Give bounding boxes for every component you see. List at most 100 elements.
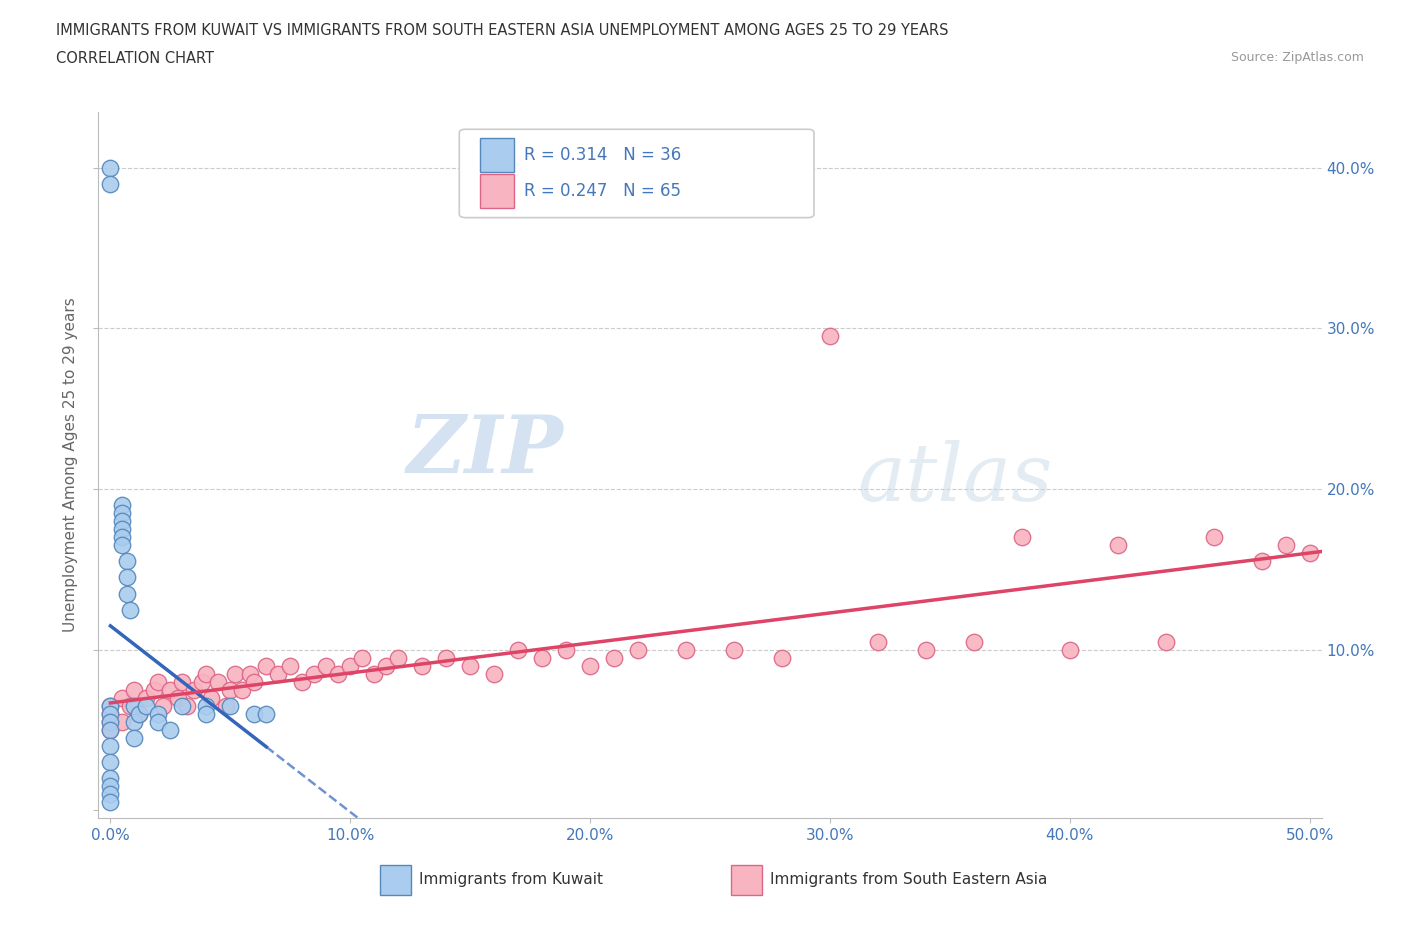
Point <box>100 795 122 810</box>
Point <box>111 714 134 729</box>
Point <box>219 683 242 698</box>
Point <box>411 658 433 673</box>
Point <box>111 498 134 512</box>
Point <box>866 634 889 649</box>
Point <box>124 698 146 713</box>
Point <box>166 690 188 705</box>
Point <box>508 643 530 658</box>
Point <box>531 650 554 665</box>
Point <box>363 667 385 682</box>
Point <box>963 634 986 649</box>
Point <box>100 723 122 737</box>
Point <box>219 698 242 713</box>
Point <box>148 707 170 722</box>
Point <box>100 707 122 722</box>
Point <box>254 658 277 673</box>
Point <box>111 530 134 545</box>
Point <box>243 674 266 689</box>
Text: CORRELATION CHART: CORRELATION CHART <box>56 51 214 66</box>
Point <box>100 738 122 753</box>
Point <box>195 698 218 713</box>
Point <box>195 707 218 722</box>
FancyBboxPatch shape <box>460 129 814 218</box>
Point <box>627 643 650 658</box>
Point <box>375 658 398 673</box>
Point <box>675 643 697 658</box>
Point <box>723 643 745 658</box>
Point <box>100 177 122 192</box>
Point <box>183 683 205 698</box>
Point <box>254 707 277 722</box>
Y-axis label: Unemployment Among Ages 25 to 29 years: Unemployment Among Ages 25 to 29 years <box>63 298 77 632</box>
Point <box>111 522 134 537</box>
Point <box>111 690 134 705</box>
Point <box>172 674 194 689</box>
Point <box>190 674 212 689</box>
Point <box>291 674 314 689</box>
Point <box>172 698 194 713</box>
Point <box>434 650 457 665</box>
Point <box>579 658 602 673</box>
Point <box>1059 643 1081 658</box>
Point <box>135 698 157 713</box>
Point <box>1298 546 1320 561</box>
Text: IMMIGRANTS FROM KUWAIT VS IMMIGRANTS FROM SOUTH EASTERN ASIA UNEMPLOYMENT AMONG : IMMIGRANTS FROM KUWAIT VS IMMIGRANTS FRO… <box>56 23 949 38</box>
Point <box>1250 554 1272 569</box>
Point <box>238 667 260 682</box>
Point <box>148 714 170 729</box>
FancyBboxPatch shape <box>479 139 515 172</box>
Point <box>118 602 141 617</box>
Point <box>603 650 626 665</box>
Point <box>135 690 157 705</box>
Point <box>200 690 222 705</box>
Point <box>100 698 122 713</box>
Point <box>458 658 481 673</box>
Text: atlas: atlas <box>856 441 1052 518</box>
Point <box>818 329 841 344</box>
Point <box>352 650 374 665</box>
Text: Source: ZipAtlas.com: Source: ZipAtlas.com <box>1230 51 1364 64</box>
Point <box>111 506 134 521</box>
Point <box>387 650 409 665</box>
FancyBboxPatch shape <box>479 174 515 207</box>
Point <box>142 683 165 698</box>
Point <box>1202 530 1225 545</box>
Point <box>100 723 122 737</box>
Point <box>243 707 266 722</box>
Point <box>278 658 301 673</box>
Point <box>207 674 229 689</box>
Point <box>1011 530 1033 545</box>
Point <box>159 723 181 737</box>
Point <box>267 667 290 682</box>
Point <box>124 683 146 698</box>
Point <box>111 513 134 528</box>
Text: ZIP: ZIP <box>406 412 564 489</box>
Point <box>148 674 170 689</box>
Point <box>159 683 181 698</box>
Point <box>128 707 150 722</box>
Point <box>100 771 122 786</box>
Point <box>128 707 150 722</box>
Point <box>328 667 350 682</box>
Point <box>224 667 246 682</box>
Point <box>100 778 122 793</box>
Point <box>231 683 253 698</box>
Point <box>100 787 122 802</box>
Text: R = 0.314   N = 36: R = 0.314 N = 36 <box>524 146 682 165</box>
Point <box>100 698 122 713</box>
Text: R = 0.247   N = 65: R = 0.247 N = 65 <box>524 181 681 200</box>
Point <box>1274 538 1296 552</box>
Point <box>115 570 138 585</box>
Point <box>100 755 122 770</box>
Point <box>555 643 578 658</box>
Text: Immigrants from Kuwait: Immigrants from Kuwait <box>419 872 603 887</box>
Point <box>195 667 218 682</box>
Point <box>304 667 326 682</box>
Point <box>915 643 938 658</box>
Point <box>118 698 141 713</box>
Point <box>115 554 138 569</box>
Point <box>1107 538 1129 552</box>
Point <box>100 714 122 729</box>
Point <box>100 714 122 729</box>
Point <box>770 650 793 665</box>
